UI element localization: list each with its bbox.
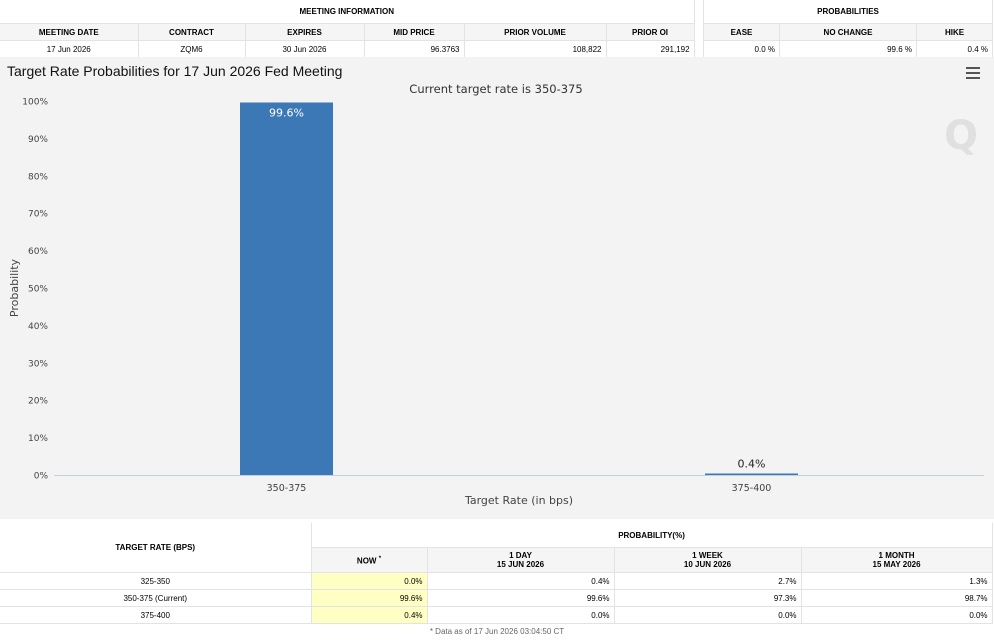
one-month-date: 15 MAY 2026 (872, 560, 921, 569)
probabilities-title: PROBABILITIES (702, 0, 994, 24)
meeting-date-value: 17 Jun 2026 (0, 40, 139, 58)
bar-375-400 (705, 473, 798, 475)
probabilities-table: PROBABILITIES EASE NO CHANGE HIKE 0.0 % … (702, 0, 994, 58)
target-rate-header: TARGET RATE (BPS) (0, 523, 312, 573)
one-month-column-header: 1 MONTH 15 MAY 2026 (801, 547, 993, 573)
target-rate-chart: Q Current target rate is 350-375 0% 10% 20% 3… (8, 82, 984, 507)
one-month-value: 98.7% (801, 589, 993, 607)
bar-value-label: 0.4% (738, 458, 766, 471)
y-tick-label: 80% (28, 172, 48, 182)
rate-cell: 375-400 (0, 606, 312, 624)
prior-volume-value: 108,822 (464, 40, 607, 58)
rate-cell: 325-350 (0, 572, 312, 590)
contract-header: CONTRACT (138, 23, 246, 41)
meeting-information-table: MEETING INFORMATION MEETING DATE CONTRAC… (0, 0, 695, 58)
y-tick-label: 100% (22, 98, 48, 108)
y-tick-label: 70% (28, 210, 48, 220)
table-row: 375-400 0.4% 0.0% 0.0% 0.0% (0, 606, 993, 624)
mid-price-header: MID PRICE (364, 23, 465, 41)
probability-header: PROBABILITY(%) (311, 523, 993, 548)
y-tick-label: 30% (28, 359, 48, 369)
data-timestamp-footnote: * Data as of 17 Jun 2026 03:04:50 CT (429, 627, 565, 636)
one-week-date: 10 JUN 2026 (683, 560, 732, 569)
y-axis-label: Probability (8, 258, 21, 317)
prior-oi-value: 291,192 (606, 40, 695, 58)
chart-heading: Target Rate Probabilities for 17 Jun 202… (7, 63, 343, 79)
x-tick-label: 375-400 (732, 483, 772, 494)
y-tick-label: 20% (28, 397, 48, 407)
hike-value: 0.4 % (915, 40, 994, 58)
y-tick-label: 90% (28, 135, 48, 145)
one-week-value: 97.3% (614, 589, 802, 607)
one-week-value: 0.0% (614, 606, 802, 624)
mid-price-value: 96.3763 (364, 40, 465, 58)
ease-header: EASE (703, 23, 780, 41)
now-value: 99.6% (311, 589, 428, 607)
bar-350-375 (240, 102, 333, 475)
prior-volume-header: PRIOR VOLUME (464, 23, 607, 41)
table-row: 325-350 0.0% 0.4% 2.7% 1.3% (0, 572, 993, 590)
one-week-column-header: 1 WEEK 10 JUN 2026 (614, 547, 802, 573)
no-change-value: 99.6 % (779, 40, 917, 58)
x-axis-label: Target Rate (in bps) (464, 494, 573, 507)
meeting-date-header: MEETING DATE (0, 23, 139, 41)
y-tick-label: 0% (34, 472, 49, 482)
hike-header: HIKE (915, 23, 994, 41)
probability-history-table: TARGET RATE (BPS) PROBABILITY(%) NOW * 1… (0, 523, 993, 624)
now-column-header: NOW * (311, 547, 428, 573)
one-month-value: 0.0% (801, 606, 993, 624)
table-row: 350-375 (Current) 99.6% 99.6% 97.3% 98.7… (0, 589, 993, 607)
prior-oi-header: PRIOR OI (606, 23, 695, 41)
one-day-date: 15 JUN 2026 (496, 560, 545, 569)
now-label: NOW (356, 556, 377, 566)
y-tick-label: 40% (28, 322, 48, 332)
y-tick-label: 60% (28, 247, 48, 257)
one-week-value: 2.7% (614, 572, 802, 590)
one-day-label: 1 DAY (509, 551, 532, 560)
one-day-column-header: 1 DAY 15 JUN 2026 (427, 547, 615, 573)
rate-cell: 350-375 (Current) (0, 589, 312, 607)
now-footnote-mark: * (378, 555, 382, 562)
ease-value: 0.0 % (703, 40, 780, 58)
meeting-information-title: MEETING INFORMATION (0, 0, 695, 24)
chart-menu-icon[interactable] (966, 67, 980, 79)
x-tick-label: 350-375 (267, 483, 307, 494)
one-month-label: 1 MONTH (878, 551, 915, 560)
y-tick-label: 10% (28, 434, 48, 444)
chart-section: Q Current target rate is 350-375 0% 10% 20% 3… (0, 57, 994, 519)
chart-title: Current target rate is 350-375 (409, 82, 582, 96)
expires-value: 30 Jun 2026 (245, 40, 365, 58)
one-day-value: 0.4% (427, 572, 615, 590)
no-change-header: NO CHANGE (779, 23, 917, 41)
one-week-label: 1 WEEK (692, 551, 723, 560)
bar-value-label: 99.6% (269, 106, 304, 119)
one-day-value: 99.6% (427, 589, 615, 607)
contract-value: ZQM6 (138, 40, 246, 58)
watermark-logo: Q (944, 113, 978, 159)
y-tick-label: 50% (28, 285, 48, 295)
expires-header: EXPIRES (245, 23, 365, 41)
now-value: 0.0% (311, 572, 428, 590)
one-day-value: 0.0% (427, 606, 615, 624)
now-value: 0.4% (311, 606, 428, 624)
one-month-value: 1.3% (801, 572, 993, 590)
